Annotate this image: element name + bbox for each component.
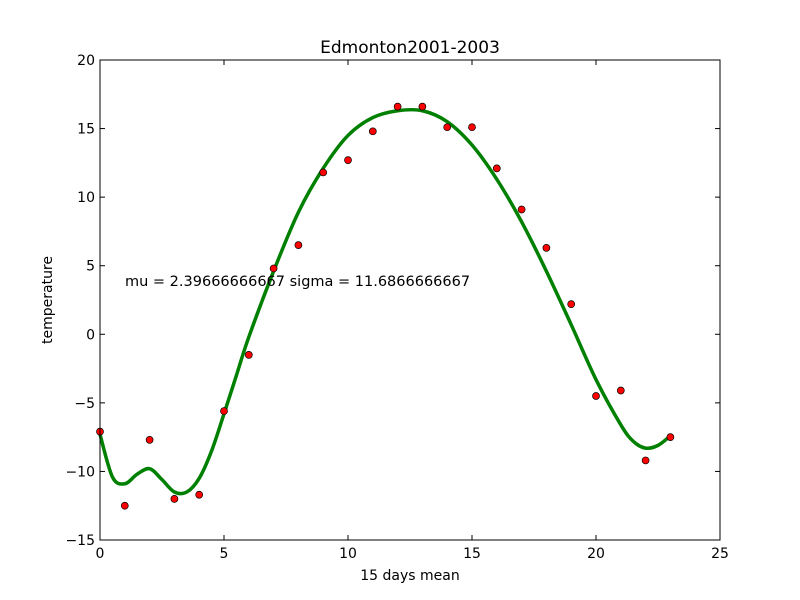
data-point (616, 386, 625, 395)
x-tick-label: 10 (339, 546, 357, 562)
plot-area (100, 60, 720, 540)
data-point (492, 164, 501, 173)
x-tick-label: 0 (96, 546, 105, 562)
y-axis-label: temperature (40, 256, 56, 344)
data-point (244, 351, 253, 359)
y-tick-label: 10 (77, 190, 95, 206)
x-tick-label: 15 (463, 546, 481, 562)
data-point (344, 156, 352, 164)
data-point (145, 436, 154, 444)
ticks-layer: 0 5 10 15 20 25 −15 −10 −5 0 5 10 15 20 (65, 53, 728, 562)
x-axis-label: 15 days mean (360, 568, 459, 584)
x-tick-label: 5 (220, 546, 229, 562)
y-tick-label: 15 (77, 122, 95, 138)
data-point (170, 495, 179, 503)
data-point (220, 407, 228, 415)
data-point (542, 244, 551, 252)
x-tick-label: 20 (587, 546, 605, 562)
data-point (319, 168, 328, 177)
fit-curve (98, 107, 673, 496)
data-point (567, 300, 576, 308)
data-point (368, 127, 377, 136)
y-tick-label: −5 (74, 396, 95, 412)
data-point (592, 392, 600, 400)
fit-annotation: mu = 2.39666666667 sigma = 11.6866666667 (125, 274, 470, 290)
data-point (294, 241, 303, 249)
y-tick-label: 5 (86, 259, 95, 275)
y-tick-label: 20 (77, 53, 95, 69)
data-point (120, 501, 129, 510)
y-tick-label: −15 (65, 533, 95, 549)
data-point (418, 102, 427, 111)
data-point (393, 102, 402, 111)
data-point (269, 264, 278, 273)
y-tick-label: 0 (86, 327, 95, 343)
plot-frame (99, 59, 721, 541)
y-tick-label: −10 (65, 464, 95, 480)
x-tick-label: 25 (711, 546, 729, 562)
data-point (517, 205, 526, 214)
chart-title: Edmonton2001-2003 (320, 38, 500, 58)
data-point (468, 123, 476, 132)
data-point (666, 433, 675, 441)
curve-layer (98, 107, 673, 496)
points-layer (96, 102, 675, 510)
data-point (443, 123, 452, 132)
data-point (195, 490, 204, 499)
data-point (641, 456, 650, 465)
